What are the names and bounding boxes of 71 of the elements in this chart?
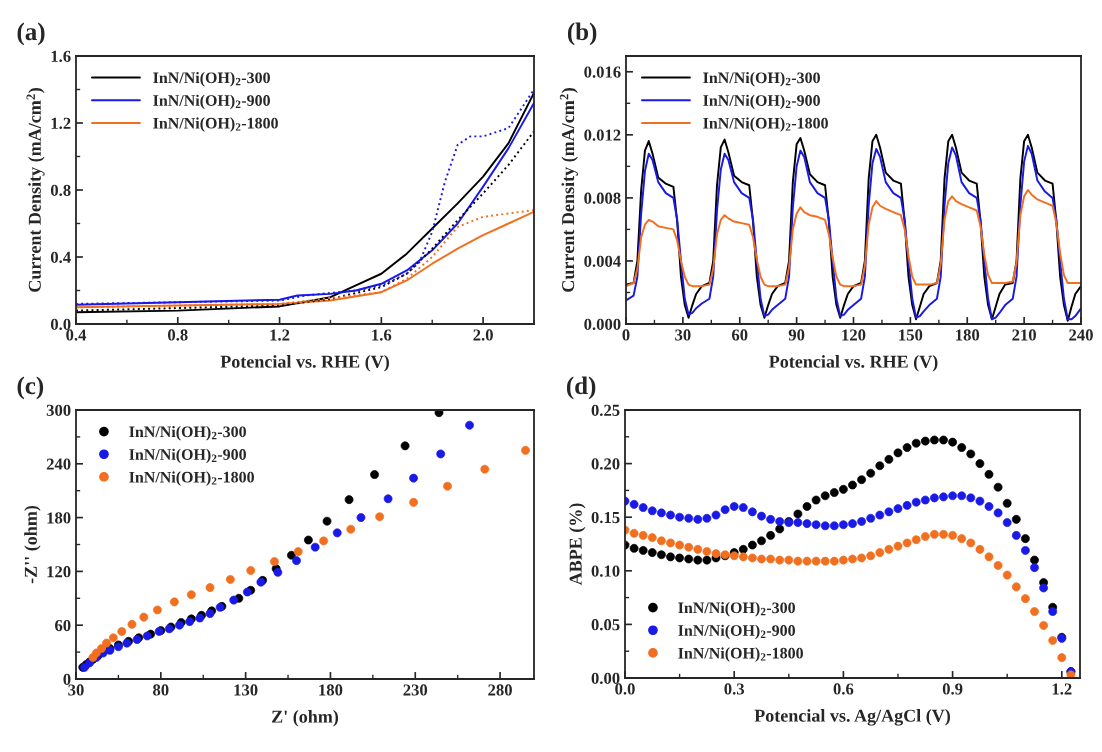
legend-label: InN/Ni(OH)$_{2}$-300 [129, 425, 246, 441]
y-tick-label: 1.6 [51, 50, 71, 63]
y-tick-label: 0.016 [584, 66, 621, 78]
legend-label: InN/Ni(OH)$_{2}$-300 [153, 71, 270, 87]
x-tick-label: 2.0 [473, 329, 493, 341]
y-tick-label: 0.8 [50, 184, 71, 197]
chart-title: (c) [17, 376, 44, 400]
x-tick-label: 30 [675, 329, 691, 341]
legend-label: InN/Ni(OH)$_{2}$-900 [703, 94, 820, 110]
x-axis-title: Potencial vs. Ag/AgCl (V) [754, 709, 950, 726]
legend-label: InN/Ni(OH)$_{2}$-900 [678, 624, 795, 640]
legend-label: InN/Ni(OH)$_{2}$-300 [678, 601, 795, 617]
x-tick-label: 210 [1012, 329, 1036, 341]
legend-label: InN/Ni(OH)$_{2}$-300 [703, 71, 820, 87]
chart-title: (d) [566, 376, 596, 400]
x-tick-label: 1.2 [270, 329, 290, 341]
y-tick-label: 0.008 [584, 192, 621, 204]
x-tick-label: 150 [899, 329, 923, 341]
x-tick-label: 230 [403, 684, 428, 696]
x-tick-label: 0.8 [168, 329, 188, 341]
x-tick-label: 0.9 [942, 683, 963, 695]
x-tick-label: 180 [319, 684, 343, 696]
y-tick-label: 1.2 [51, 117, 71, 130]
y-tick-label: 240 [46, 458, 71, 470]
legend-label: InN/Ni(OH)$_{2}$-1800 [129, 471, 254, 486]
y-tick-label: 120 [47, 566, 71, 578]
y-tick-label: 0.000 [584, 318, 621, 331]
chart-title: (b) [567, 22, 597, 46]
x-axis-title: Z' (ohm) [272, 710, 339, 727]
x-tick-label: 60 [731, 329, 748, 341]
y-tick-label: 0.25 [591, 404, 620, 417]
x-tick-label: 0.4 [66, 329, 87, 341]
y-tick-label: 60 [55, 619, 71, 632]
chart-title: (a) [17, 22, 45, 46]
y-tick-label: 0.05 [591, 619, 620, 631]
legend-label: InN/Ni(OH)$_{2}$-1800 [703, 117, 828, 132]
x-tick-label: 0 [622, 329, 630, 341]
legend-label: InN/Ni(OH)$_{2}$-1800 [153, 117, 278, 132]
x-tick-label: 130 [234, 684, 258, 696]
x-tick-label: 1.2 [1052, 683, 1072, 695]
x-axis-title: Potencial vs. RHE (V) [220, 355, 389, 372]
x-tick-label: 0.6 [833, 683, 854, 695]
y-tick-label: 0.00 [591, 672, 620, 685]
x-tick-label: 120 [842, 329, 866, 341]
legend-label: InN/Ni(OH)$_{2}$-900 [129, 448, 246, 464]
y-tick-label: 0.0 [50, 318, 71, 331]
x-tick-label: 30 [68, 684, 84, 696]
x-tick-label: 280 [488, 684, 512, 696]
x-tick-label: 0.0 [615, 683, 635, 695]
y-tick-label: 0 [63, 673, 71, 685]
y-tick-label: 0.4 [50, 251, 71, 264]
y-tick-label: 0.012 [584, 129, 621, 141]
y-tick-label: 0.10 [591, 565, 620, 577]
y-axis-title: ABPE (%) [569, 503, 586, 586]
x-tick-label: 240 [1069, 329, 1093, 341]
x-axis-title: Potencial vs. RHE (V) [769, 355, 938, 372]
y-axis-title: -Z'' (ohm) [24, 505, 41, 584]
x-tick-label: 1.6 [372, 329, 392, 341]
x-tick-label: 80 [153, 684, 169, 696]
x-tick-label: 0.3 [724, 683, 745, 695]
y-axis-title: Current Density (mA/cm$^{2}$) [559, 88, 578, 292]
y-tick-label: 0.004 [584, 255, 621, 267]
legend-label: InN/Ni(OH)$_{2}$-1800 [678, 647, 803, 662]
y-tick-label: 300 [46, 404, 71, 416]
y-tick-label: 0.20 [591, 458, 620, 470]
x-tick-label: 90 [788, 329, 805, 341]
y-tick-label: 180 [47, 512, 71, 524]
legend-label: InN/Ni(OH)$_{2}$-900 [153, 94, 270, 110]
y-axis-title: Current Density (mA/cm$^{2}$) [26, 88, 45, 292]
x-tick-label: 180 [956, 329, 980, 341]
y-tick-label: 0.15 [591, 511, 620, 524]
